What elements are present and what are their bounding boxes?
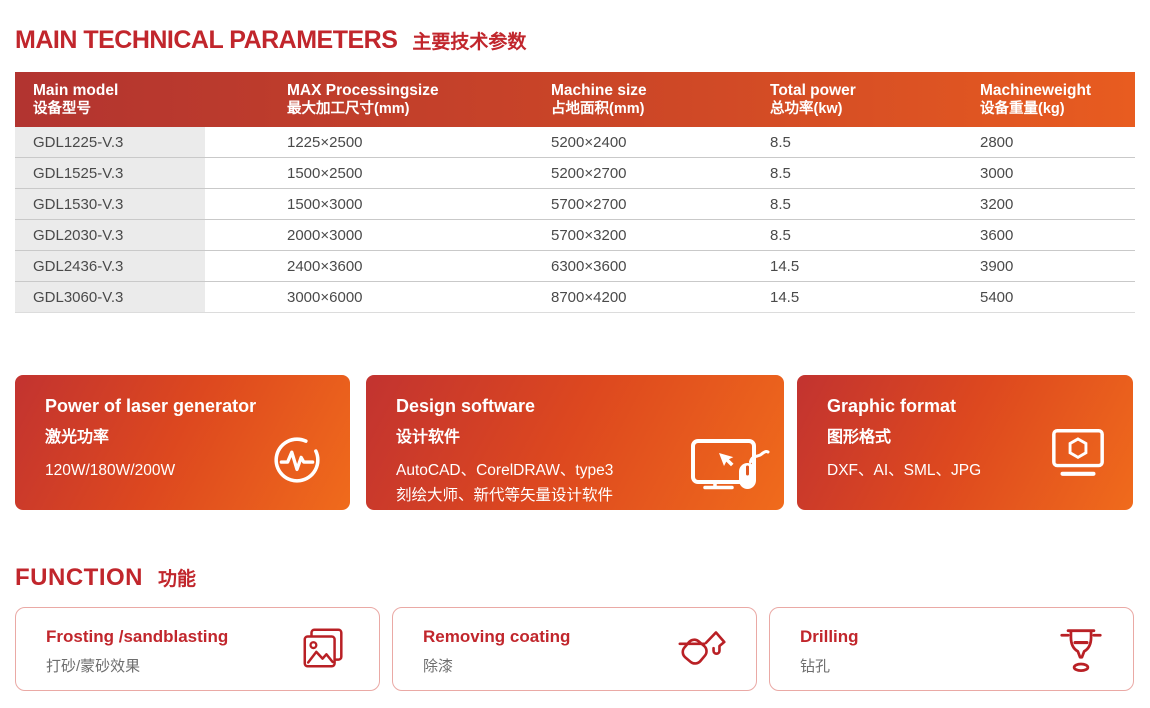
cell-total-power: 8.5	[770, 195, 791, 213]
spec-card-title-zh: 激光功率	[45, 429, 110, 446]
cell-main-model: GDL2030-V.3	[33, 226, 124, 244]
function-card-frosting: Frosting /sandblasting 打砂/蒙砂效果	[15, 607, 380, 691]
cell-main-model: GDL1225-V.3	[33, 133, 124, 151]
column-label-zh: 设备型号	[33, 100, 91, 117]
cell-max-processing-size: 3000×6000	[287, 288, 363, 306]
paint-bucket-icon	[678, 631, 726, 665]
cell-machine-weight: 2800	[980, 133, 1014, 151]
spec-card-value: 120W/180W/200W	[45, 462, 176, 479]
cell-main-model: GDL2436-V.3	[33, 257, 124, 275]
cell-machine-size: 5200×2700	[551, 164, 627, 182]
cell-machine-weight: 3200	[980, 195, 1014, 213]
cell-machine-size: 5700×3200	[551, 226, 627, 244]
function-card-title-en: Removing coating	[423, 627, 571, 646]
function-heading: FUNCTION 功能	[15, 564, 196, 592]
drill-bit-icon	[1060, 629, 1102, 673]
cell-machine-weight: 3000	[980, 164, 1014, 182]
column-label-en: Main model	[33, 81, 119, 99]
cell-total-power: 8.5	[770, 133, 791, 151]
monitor-hexagon-icon	[1052, 429, 1104, 476]
main-parameters-heading: MAIN TECHNICAL PARAMETERS 主要技术参数	[15, 26, 526, 55]
main-parameters-heading-zh: 主要技术参数	[412, 32, 527, 53]
spec-card-title-en: Design software	[396, 396, 536, 416]
photos-icon	[303, 628, 343, 668]
column-label-zh: 设备重量(kg)	[980, 100, 1065, 117]
spec-card-title-en: Graphic format	[827, 396, 957, 416]
cell-main-model: GDL1525-V.3	[33, 164, 124, 182]
spec-card-title-zh: 设计软件	[396, 429, 461, 446]
cell-total-power: 14.5	[770, 257, 800, 275]
cell-max-processing-size: 1225×2500	[287, 133, 363, 151]
table-row: GDL1225-V.3 1225×2500 5200×2400 8.5 2800	[15, 127, 1135, 158]
table-header-cell: Machine size 占地面积(mm)	[533, 81, 752, 119]
cell-max-processing-size: 2000×3000	[287, 226, 363, 244]
spec-card-value: 刻绘大师、新代等矢量设计软件	[396, 487, 614, 504]
cell-machine-size: 8700×4200	[551, 288, 627, 306]
cell-total-power: 8.5	[770, 226, 791, 244]
spec-card-design-software: Design software 设计软件 AutoCAD、CorelDRAW、t…	[366, 375, 784, 510]
cell-machine-size: 5700×2700	[551, 195, 627, 213]
cell-max-processing-size: 1500×2500	[287, 164, 363, 182]
function-card-title-zh: 打砂/蒙砂效果	[46, 658, 141, 675]
cell-max-processing-size: 2400×3600	[287, 257, 363, 275]
table-row: GDL1525-V.3 1500×2500 5200×2700 8.5 3000	[15, 158, 1135, 189]
cell-machine-weight: 3900	[980, 257, 1014, 275]
spec-card-graphic-format: Graphic format 图形格式 DXF、AI、SML、JPG	[797, 375, 1133, 510]
cell-machine-size: 5200×2400	[551, 133, 627, 151]
cell-max-processing-size: 1500×3000	[287, 195, 363, 213]
monitor-mouse-icon	[691, 439, 770, 490]
table-row: GDL3060-V.3 3000×6000 8700×4200 14.5 540…	[15, 282, 1135, 313]
spec-card-value: AutoCAD、CorelDRAW、type3	[396, 462, 614, 479]
table-body: GDL1225-V.3 1225×2500 5200×2400 8.5 2800…	[15, 127, 1135, 313]
parameters-table: Main model 设备型号 MAX Processingsize 最大加工尺…	[15, 72, 1135, 313]
spec-card-laser-power: Power of laser generator 激光功率 120W/180W/…	[15, 375, 350, 510]
table-header-cell: Main model 设备型号	[15, 81, 269, 119]
column-label-zh: 占地面积(mm)	[551, 100, 645, 117]
column-label-zh: 最大加工尺寸(mm)	[287, 100, 410, 117]
spec-card-title-en: Power of laser generator	[45, 396, 257, 416]
function-card-drilling: Drilling 钻孔	[769, 607, 1134, 691]
function-card-title-en: Drilling	[800, 627, 859, 646]
cell-main-model: GDL3060-V.3	[33, 288, 124, 306]
table-header-cell: MAX Processingsize 最大加工尺寸(mm)	[269, 81, 533, 119]
function-heading-en: FUNCTION	[15, 564, 143, 591]
cell-machine-size: 6300×3600	[551, 257, 627, 275]
function-card-title-zh: 钻孔	[800, 658, 831, 675]
table-header-cell: Machineweight 设备重量(kg)	[962, 81, 1135, 119]
function-card-title-zh: 除漆	[423, 658, 454, 675]
table-header-cell: Total power 总功率(kw)	[752, 81, 962, 119]
cell-total-power: 14.5	[770, 288, 800, 306]
spec-card-title-zh: 图形格式	[827, 429, 892, 446]
table-row: GDL2030-V.3 2000×3000 5700×3200 8.5 3600	[15, 220, 1135, 251]
column-label-en: Total power	[770, 81, 856, 99]
cell-machine-weight: 5400	[980, 288, 1014, 306]
column-label-zh: 总功率(kw)	[770, 100, 843, 117]
column-label-en: MAX Processingsize	[287, 81, 439, 99]
column-label-en: Machine size	[551, 81, 647, 99]
table-row: GDL1530-V.3 1500×3000 5700×2700 8.5 3200	[15, 189, 1135, 220]
main-parameters-heading-en: MAIN TECHNICAL PARAMETERS	[15, 26, 398, 54]
pulse-wave-icon	[274, 437, 320, 483]
cell-main-model: GDL1530-V.3	[33, 195, 124, 213]
cell-total-power: 8.5	[770, 164, 791, 182]
table-row: GDL2436-V.3 2400×3600 6300×3600 14.5 390…	[15, 251, 1135, 282]
table-header-row: Main model 设备型号 MAX Processingsize 最大加工尺…	[15, 72, 1135, 127]
function-card-title-en: Frosting /sandblasting	[46, 627, 229, 646]
cell-machine-weight: 3600	[980, 226, 1014, 244]
spec-card-value: DXF、AI、SML、JPG	[827, 462, 982, 479]
column-label-en: Machineweight	[980, 81, 1092, 99]
function-heading-zh: 功能	[157, 569, 196, 590]
function-card-removing-coating: Removing coating 除漆	[392, 607, 757, 691]
